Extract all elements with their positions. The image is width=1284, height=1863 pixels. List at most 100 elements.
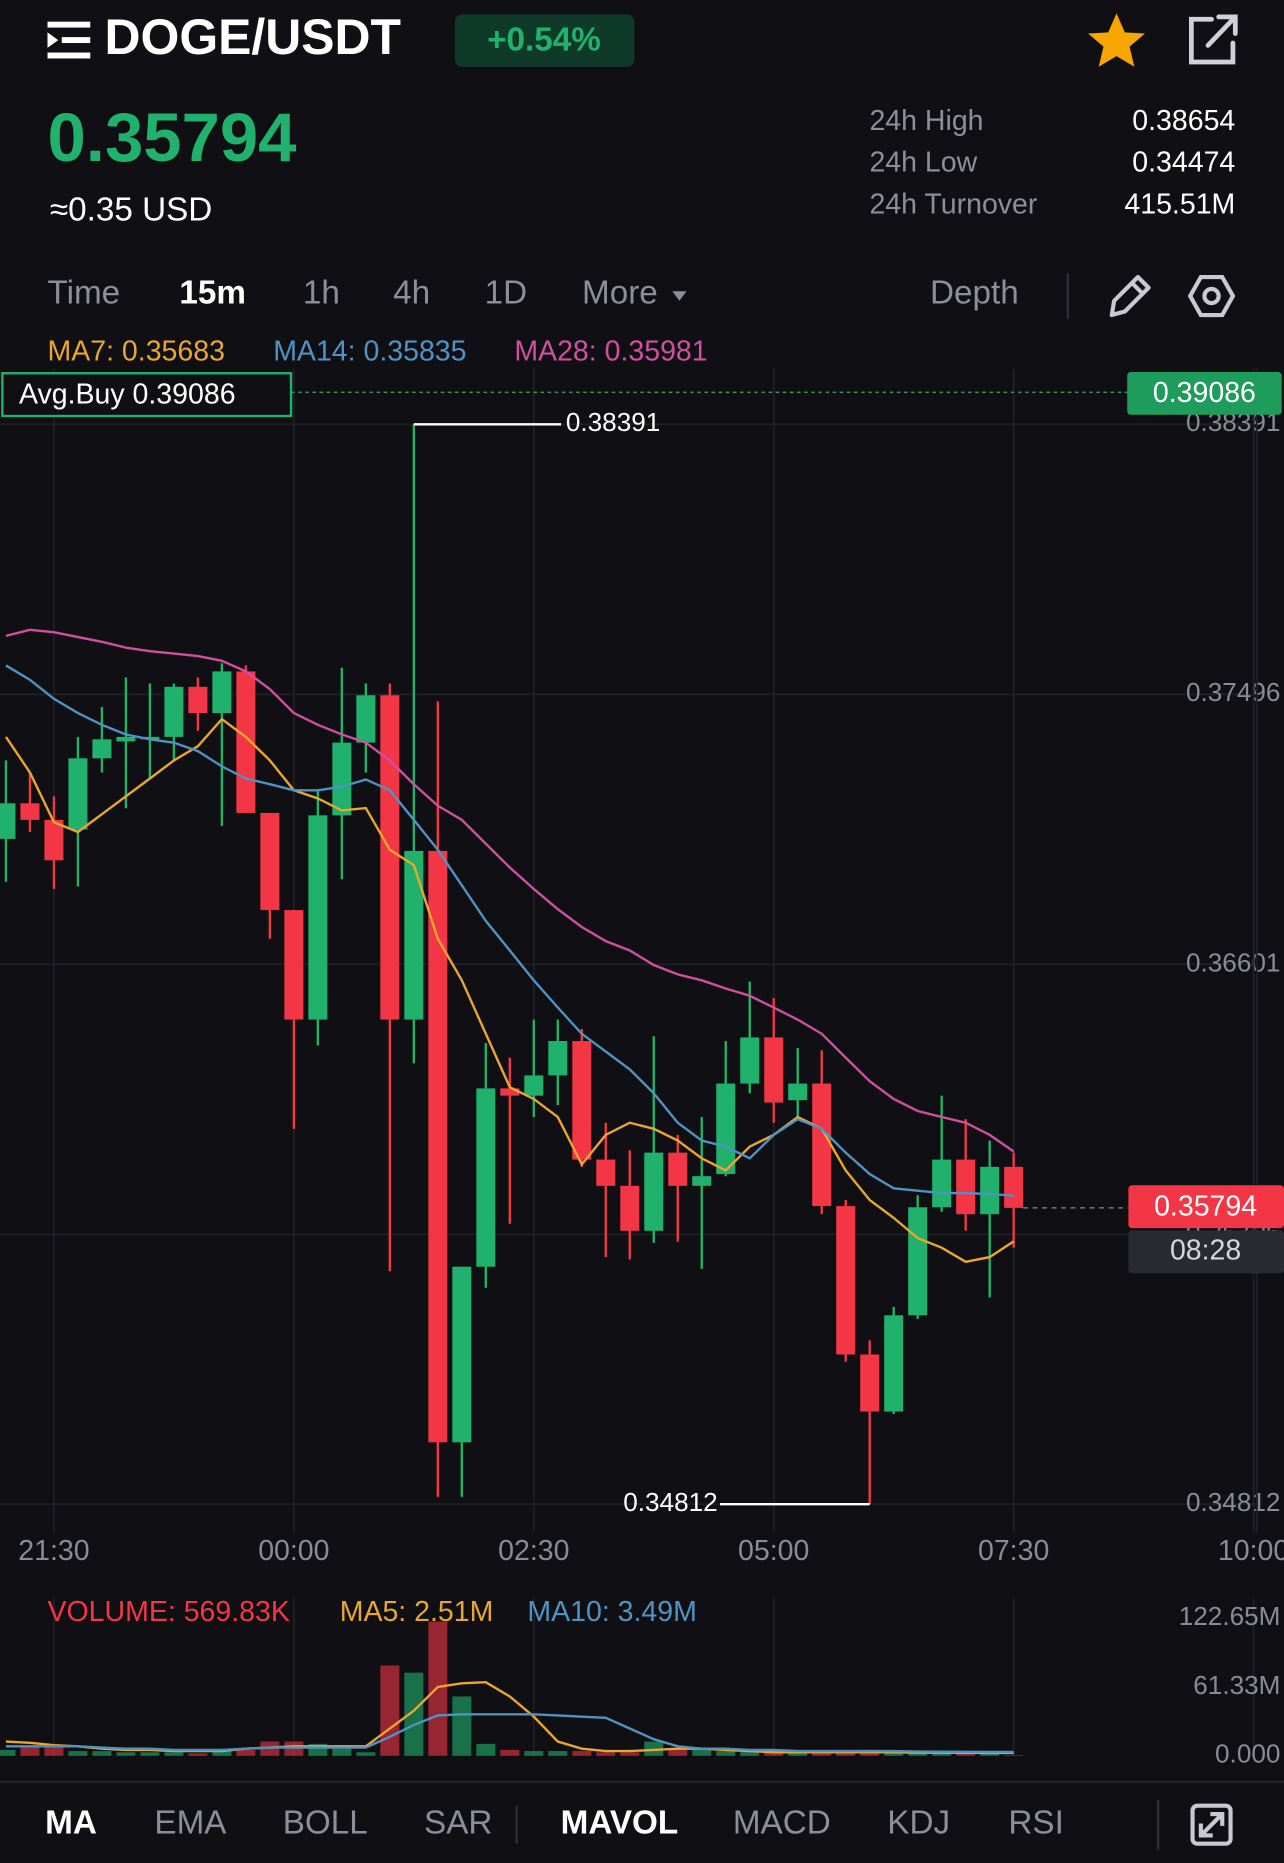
countdown: 08:28 [1170,1234,1241,1266]
candle-body [68,758,88,830]
countdown-tag [1128,1230,1284,1274]
candle-body [668,1152,688,1186]
candle-body [212,671,232,714]
menu-icon[interactable] [47,21,91,59]
settings-icon[interactable] [1187,274,1236,318]
candle-body [716,1083,736,1175]
share-box [1188,16,1236,65]
volume-bar [572,1751,592,1756]
candle-body [524,1075,544,1096]
candle-body [404,850,424,1020]
volume-bar [500,1749,520,1756]
x-tick-label: 02:30 [498,1535,569,1567]
favorite-star[interactable] [1088,13,1146,67]
volume-bar [836,1752,856,1756]
menu-bar [47,52,91,59]
indicator-tab[interactable]: BOLL [283,1804,368,1841]
fullscreen-icon[interactable] [1190,1803,1233,1846]
candle-body [20,803,40,820]
candle-body [836,1206,856,1355]
candle-body [356,695,376,743]
share-icon[interactable] [1188,14,1238,65]
high-label: 0.38391 [566,407,660,437]
indicator-tab[interactable]: MA [45,1804,97,1841]
volume-bar [20,1747,40,1756]
volume-bar [524,1751,544,1756]
change-badge [454,14,635,67]
legend-entry: MA14: 0.35835 [273,336,466,368]
indicator-tab[interactable]: KDJ [887,1804,950,1841]
volume-bar [908,1752,928,1756]
volume-bar [476,1743,496,1756]
candle-body [788,1083,808,1101]
volume-bar [236,1749,256,1756]
change-percent: +0.54% [487,22,601,59]
legend-entry: MA28: 0.35981 [514,336,707,368]
volume-bar [716,1751,736,1756]
volume-bar [884,1752,904,1756]
interval-tab[interactable]: 1D [485,275,528,312]
indicator-tab[interactable]: RSI [1008,1804,1063,1841]
interval-tab[interactable]: 4h [393,275,430,312]
volume-bar [740,1751,760,1756]
draw-tool-icon[interactable] [1109,274,1151,318]
volume-bar [0,1749,16,1756]
indicator-tab[interactable]: MACD [733,1804,831,1841]
depth-tab[interactable]: Depth [930,275,1019,312]
candle-body [476,1088,496,1267]
usd-price: ≈0.35 USD [50,191,212,228]
interval-tab[interactable]: 15m [179,275,246,312]
volume-bar [428,1621,448,1756]
ma-line [4,717,1015,1264]
frame [1190,1803,1233,1846]
indicator-tab[interactable]: EMA [154,1804,227,1841]
interval-tab[interactable]: More [582,275,658,312]
candle-body [1004,1166,1024,1208]
last-price-value: 0.35794 [1154,1190,1257,1222]
volume-bar [692,1749,712,1756]
pair-title[interactable]: DOGE/USDT [105,9,401,65]
legend-entry: MA10: 3.49M [527,1596,697,1628]
avg-buy-label: Avg.Buy 0.39086 [19,378,236,410]
candle-body [956,1159,976,1215]
volume-bar [452,1696,472,1756]
volume-chart: 0.000 61.33M 122.65M [0,1601,1280,1769]
candle-body [260,812,280,911]
volume-bar [68,1751,88,1756]
candle-body [596,1159,616,1186]
menu-arrow [47,32,59,48]
legend-entry: VOLUME: 569.83K [48,1596,290,1628]
volume-bar [596,1752,616,1756]
interval-tab[interactable]: 1h [303,275,340,312]
stat-value: 0.38654 [1132,105,1235,137]
x-tick-label: 05:00 [738,1535,809,1567]
volume-bar [980,1753,1000,1756]
candle-body [980,1166,1000,1215]
volume-bar [956,1753,976,1756]
candle-body [620,1185,640,1231]
candle-body [92,739,112,759]
legend-entry: MA5: 2.51M [340,1596,494,1628]
y-tick-label: 0.37496 [1186,677,1280,707]
indicator-tab[interactable]: MAVOL [561,1804,679,1841]
y-tick-label: 122.65M [1179,1601,1281,1631]
pencil [1109,274,1151,318]
interval-tab[interactable]: Time [48,275,121,312]
avg-buy-value: 0.39086 [1153,377,1256,409]
volume-bar [404,1672,424,1756]
gear-center [1202,286,1221,306]
candle-body [644,1152,664,1231]
candle-body [908,1207,928,1316]
ma-legend: MA7: 0.35683 MA14: 0.35835 MA28: 0.35981 [48,336,708,368]
expand-arrows [1198,1811,1225,1838]
ma-line [5,628,1015,1153]
volume-bar [212,1751,232,1756]
candle-body [332,742,352,816]
indicator-tab[interactable]: SAR [424,1804,492,1841]
stat-label: 24h Low [869,147,977,179]
last-price-tag [1128,1185,1284,1229]
candle-body [308,815,328,1020]
y-tick-label: 61.33M [1193,1670,1280,1700]
interval-tabs: Time 15m 1h 4h 1D More [48,275,658,312]
